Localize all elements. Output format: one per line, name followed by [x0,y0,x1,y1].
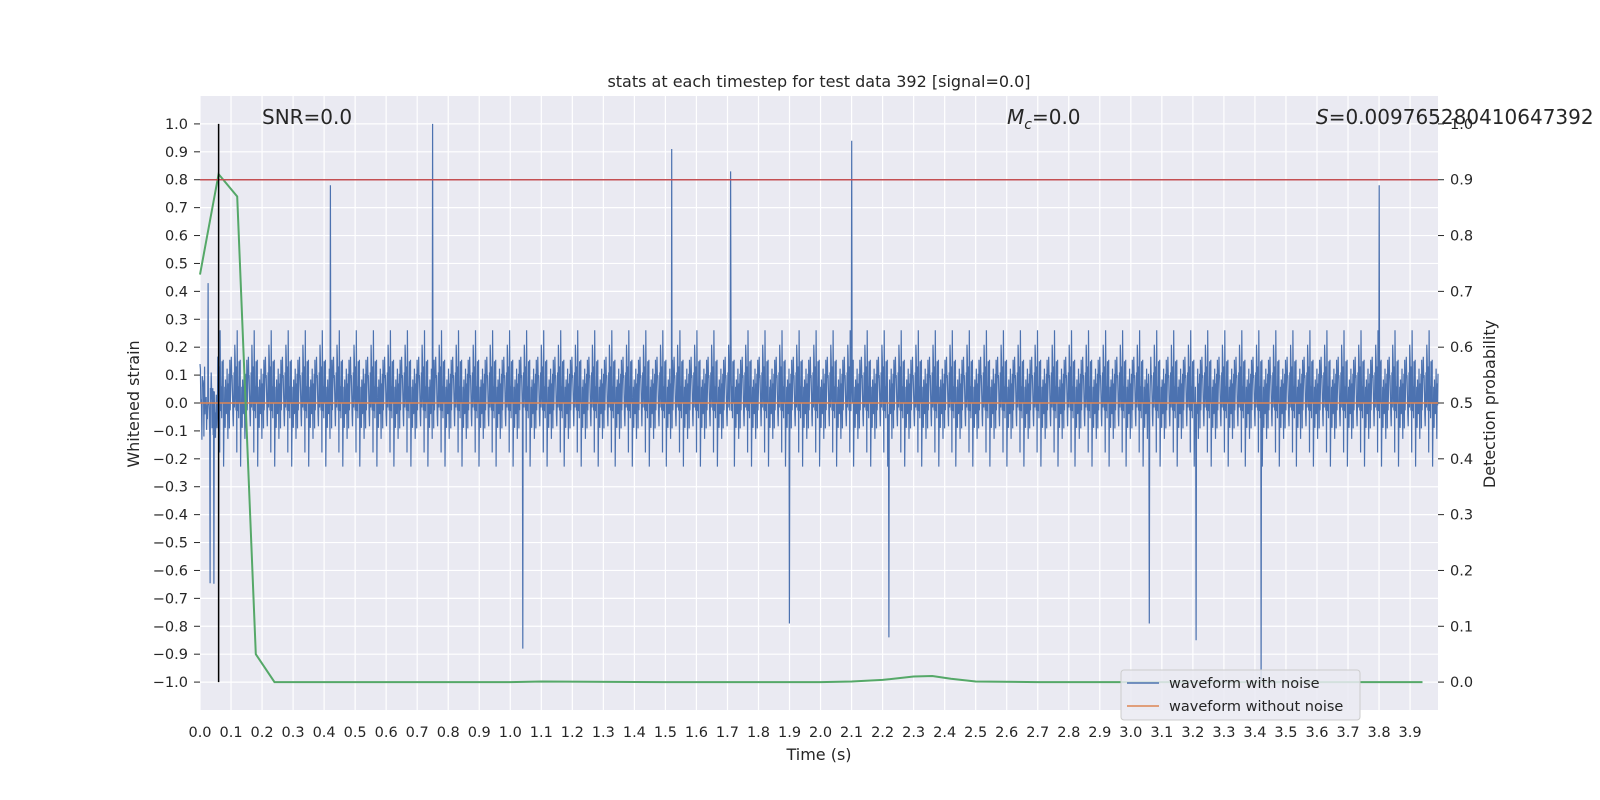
x-tick-label-12: 1.2 [561,725,584,741]
y-tick-label-6: 0.4 [165,284,188,300]
chirp-mass-symbol: M [1007,105,1024,129]
y-tick-label-18: −0.8 [153,619,188,635]
x-tick-label-1: 0.1 [219,725,242,741]
y2-tick-label-5: 0.5 [1450,396,1473,412]
x-tick-label-29: 2.9 [1088,725,1111,741]
legend-label-noise: waveform with noise [1169,676,1320,692]
x-tick-label-35: 3.5 [1274,725,1297,741]
x-tick-label-38: 3.8 [1368,725,1391,741]
y-tick-label-7: 0.3 [165,312,188,328]
x-tick-label-18: 1.8 [747,725,770,741]
x-tick-label-9: 0.9 [468,725,491,741]
series-detection-probability [199,171,1423,684]
y-tick-label-14: −0.4 [153,508,188,524]
y2-tick-label-1: 0.9 [1450,173,1473,189]
legend-label-clean: waveform without noise [1169,699,1343,715]
s-value: =0.009765280410647392 [1329,105,1594,129]
chirp-mass-subscript: c [1024,117,1032,133]
y2-tick-label-0: 1.0 [1450,117,1473,133]
x-tick-label-14: 1.4 [623,725,646,741]
x-tick-label-24: 2.4 [933,725,956,741]
y2-tick-label-7: 0.3 [1450,508,1473,524]
x-tick-label-25: 2.5 [964,725,987,741]
x-tick-label-23: 2.3 [902,725,925,741]
x-tick-label-8: 0.8 [437,725,460,741]
x-tick-label-13: 1.3 [592,725,615,741]
reference-lines [200,123,1438,683]
x-axis-label: Time (s) [785,745,851,764]
x-tick-label-32: 3.2 [1181,725,1204,741]
x-tick-label-31: 3.1 [1150,725,1173,741]
y2-tick-label-9: 0.1 [1450,619,1473,635]
x-tick-label-30: 3.0 [1119,725,1142,741]
x-axis-ticks: 0.0 0.1 0.2 0.3 0.4 0.5 0.6 0.7 0.8 0.9 1.0 1.1 1.2 1… [188,725,1421,741]
y2-tick-label-6: 0.4 [1450,452,1473,468]
x-tick-label-2: 0.2 [251,725,274,741]
legend: waveform with noise waveform without noi… [1120,669,1361,721]
x-tick-label-19: 1.9 [778,725,801,741]
snr-annotation: SNR=0.0 [262,105,352,129]
x-tick-label-17: 1.7 [716,725,739,741]
x-tick-label-20: 2.0 [809,725,832,741]
y2-tick-label-8: 0.2 [1450,563,1473,579]
x-tick-label-34: 3.4 [1243,725,1266,741]
y2-tick-label-3: 0.7 [1450,284,1473,300]
y-tick-label-19: −0.9 [153,647,188,663]
y-tick-label-11: −0.1 [153,424,188,440]
x-tick-label-15: 1.5 [654,725,677,741]
y-tick-label-3: 0.7 [165,201,188,217]
x-tick-label-22: 2.2 [871,725,894,741]
y2-axis-label: Detection probability [1480,320,1499,488]
s-symbol: S [1316,105,1329,129]
probability-line [199,171,1423,684]
y2-tick-label-2: 0.8 [1450,229,1473,245]
y-tick-label-0: 1.0 [165,117,188,133]
x-tick-label-21: 2.1 [840,725,863,741]
x-tick-label-27: 2.7 [1026,725,1049,741]
x-tick-label-28: 2.8 [1057,725,1080,741]
x-tick-label-16: 1.6 [685,725,708,741]
y-tick-label-12: −0.2 [153,452,188,468]
y2-tick-label-4: 0.6 [1450,340,1473,356]
x-tick-label-26: 2.6 [995,725,1018,741]
chirp-mass-annotation: Mc=0.0 [1007,105,1081,133]
x-tick-label-6: 0.6 [375,725,398,741]
y-tick-label-16: −0.6 [153,563,188,579]
y-axis-label: Whitened strain [124,340,143,467]
x-tick-label-37: 3.7 [1336,725,1359,741]
y-tick-label-9: 0.1 [165,368,188,384]
y-tick-label-15: −0.5 [153,536,188,552]
y-tick-label-10: 0.0 [165,396,188,412]
y-tick-label-2: 0.8 [165,173,188,189]
x-tick-label-39: 3.9 [1399,725,1422,741]
x-tick-label-4: 0.4 [313,725,336,741]
x-tick-label-3: 0.3 [282,725,305,741]
x-tick-label-33: 3.3 [1212,725,1235,741]
x-tick-label-11: 1.1 [530,725,553,741]
x-tick-label-36: 3.6 [1305,725,1328,741]
s-annotation: S=0.009765280410647392 [1316,105,1594,129]
x-tick-label-10: 1.0 [499,725,522,741]
x-tick-label-0: 0.0 [188,725,211,741]
chart-title: stats at each timestep for test data 392… [607,72,1030,91]
y-tick-label-8: 0.2 [165,340,188,356]
chirp-mass-value: =0.0 [1032,105,1081,129]
y-tick-label-4: 0.6 [165,229,188,245]
y-tick-label-13: −0.3 [153,480,188,496]
legend-box [1120,669,1361,721]
y2-axis-ticks: 1.0 0.9 0.8 0.7 0.6 0.5 0.4 0.3 0.2 0.1 0.0 [1438,117,1473,691]
y-tick-label-20: −1.0 [153,675,188,691]
y-axis-ticks: 1.0 0.9 0.8 0.7 0.6 0.5 0.4 0.3 0.2 0.1 0.0 −0.1 −0.… [153,117,200,691]
y-tick-label-17: −0.7 [153,591,188,607]
y2-tick-label-10: 0.0 [1450,675,1473,691]
y-tick-label-5: 0.5 [165,256,188,272]
y-tick-label-1: 0.9 [165,145,188,161]
x-tick-label-7: 0.7 [406,725,429,741]
x-tick-label-5: 0.5 [344,725,367,741]
